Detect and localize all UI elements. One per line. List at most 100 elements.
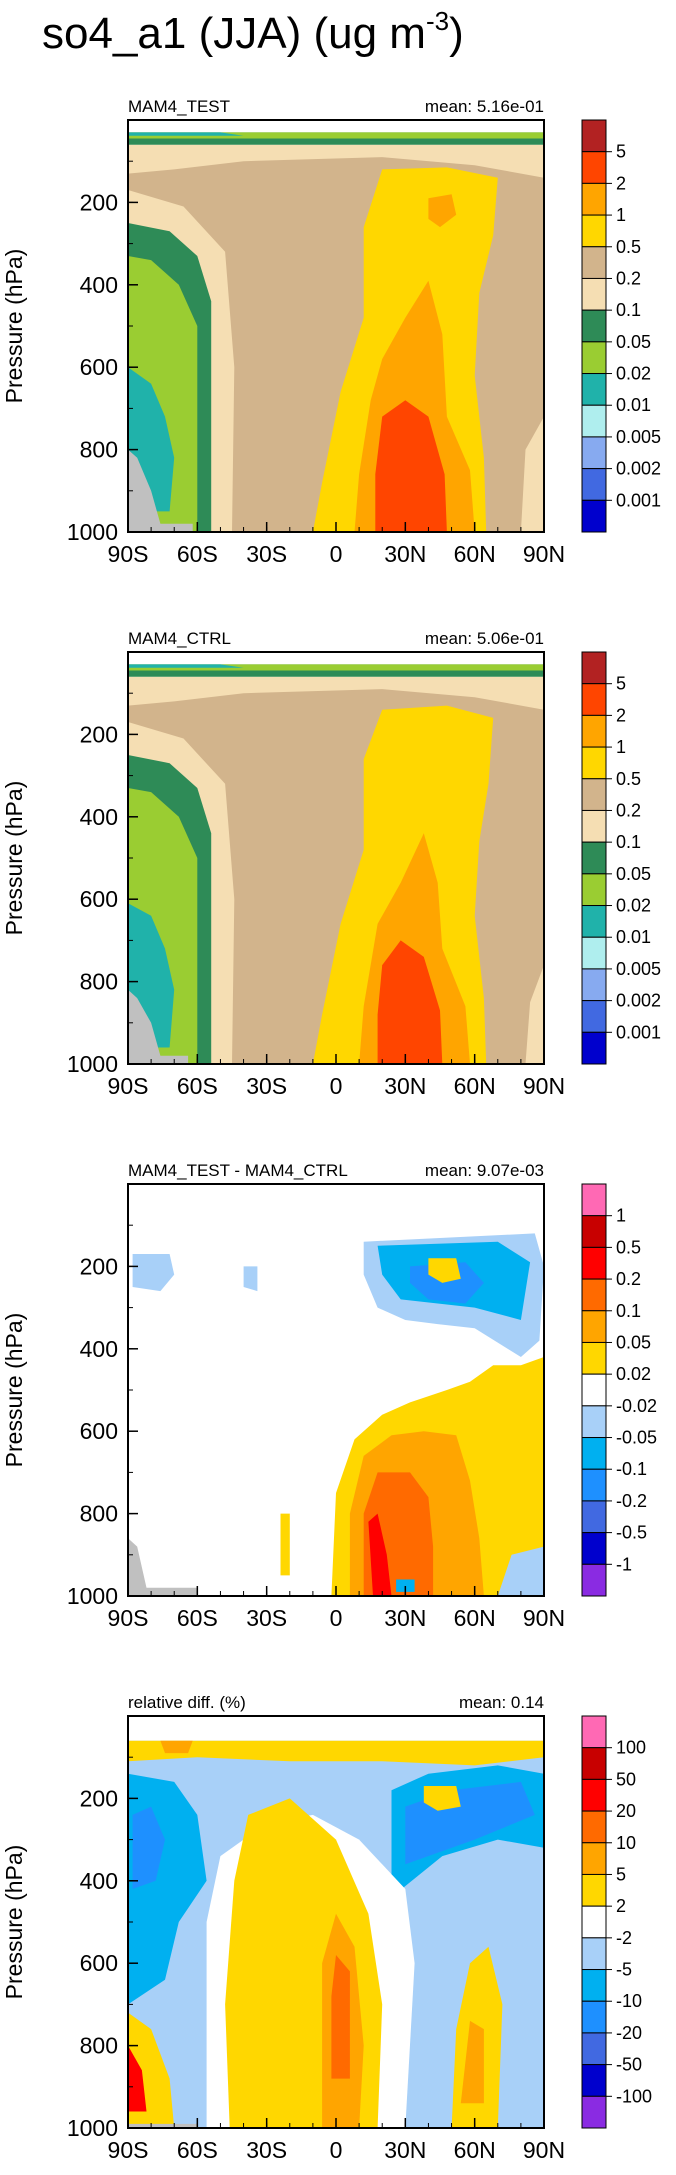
y-axis-label: Pressure (hPa)	[1, 781, 27, 936]
y-tick-label: 800	[80, 2033, 118, 2059]
x-tick-label: 60S	[177, 1605, 218, 1631]
y-tick-label: 1000	[67, 519, 118, 545]
figure-title-exponent: -3	[426, 6, 449, 36]
colorbar-label: 0.001	[616, 1022, 661, 1042]
colorbar-swatch	[581, 246, 607, 279]
y-tick-label: 1000	[67, 1051, 118, 1077]
colorbar-swatch	[581, 1031, 607, 1065]
colorbar-swatch	[581, 1937, 607, 1971]
x-tick-label: 30N	[384, 1605, 426, 1631]
colorbar-label: 2	[616, 1896, 626, 1916]
x-tick-label: 0	[330, 541, 343, 567]
colorbar-swatch	[581, 1468, 607, 1502]
colorbar-label: -0.1	[616, 1459, 647, 1479]
contour-region	[428, 194, 457, 228]
colorbar-swatch	[581, 2032, 607, 2066]
chart-panels: MAM4_TEST mean: 5.16e-011000800600400200P…	[1, 97, 661, 2163]
colorbar-swatch	[581, 841, 607, 875]
contour-fills	[128, 664, 544, 1064]
x-tick-label: 90S	[108, 541, 149, 567]
contour-region	[243, 1266, 258, 1292]
colorbar-swatch	[581, 119, 607, 153]
x-tick-label: 90S	[108, 2137, 149, 2163]
y-tick-label: 600	[80, 354, 118, 380]
x-tick-label: 60N	[454, 1073, 496, 1099]
colorbar-swatch	[581, 1310, 607, 1343]
colorbar-swatch	[581, 1715, 607, 1749]
contour-fills	[128, 1740, 544, 2128]
y-tick-label: 200	[80, 1785, 118, 1811]
contour-fills	[128, 132, 544, 532]
chart-panel-3: MAM4_TEST - MAM4_CTRL mean: 9.07e-03 1000 8…	[1, 1161, 657, 1631]
contour-region	[368, 1513, 392, 1596]
contour-region	[128, 664, 544, 671]
y-tick-label: 200	[80, 721, 118, 747]
colorbar-label: 5	[616, 142, 626, 162]
colorbar-swatch	[581, 1563, 607, 1597]
colorbar-label: 0.1	[616, 1301, 641, 1321]
colorbar-label: 0.05	[616, 864, 651, 884]
contour-region	[128, 1538, 198, 1596]
contour-region	[132, 1806, 165, 1889]
colorbar-label: -20	[616, 2023, 642, 2043]
colorbar-swatch	[581, 1747, 607, 1780]
colorbar-label: -5	[616, 1960, 632, 1980]
colorbar-swatch	[581, 1969, 607, 2002]
colorbar-label: 0.02	[616, 896, 651, 916]
panel-mean: mean: 0.14	[459, 1693, 544, 1712]
contour-region	[375, 400, 447, 532]
colorbar-label: 0.2	[616, 1269, 641, 1289]
x-tick-label: 90N	[523, 1073, 565, 1099]
colorbar-swatch	[581, 1500, 607, 1534]
colorbar-swatch	[581, 1810, 607, 1844]
contour-fills	[128, 1233, 544, 1596]
x-tick-label: 30S	[246, 541, 287, 567]
colorbar-label: 0.005	[616, 427, 661, 447]
contour-region	[428, 1258, 461, 1283]
colorbar-swatch	[581, 1000, 607, 1033]
x-tick-label: 30N	[384, 1073, 426, 1099]
colorbar-label: -0.5	[616, 1523, 647, 1543]
chart-panel-2: MAM4_CTRL mean: 5.06e-01 1000 800 600 400 200 P…	[1, 629, 661, 1099]
y-tick-label: 600	[80, 1418, 118, 1444]
contour-region	[331, 1955, 350, 2079]
colorbar-swatch	[581, 1373, 607, 1407]
colorbar-swatch	[581, 214, 607, 248]
x-tick-label: 60N	[454, 1605, 496, 1631]
colorbar-label: -50	[616, 2055, 642, 2075]
colorbar-swatch	[581, 468, 607, 501]
chart-panel-4: relative diff. (%) mean: 0.14100080060040…	[1, 1693, 652, 2163]
colorbar-label: -2	[616, 1928, 632, 1948]
colorbar-swatch	[581, 683, 607, 716]
colorbar-label: 0.1	[616, 300, 641, 320]
colorbar-swatch	[581, 968, 607, 1002]
panel-mean: mean: 5.16e-01	[425, 97, 544, 116]
colorbar-label: 2	[616, 173, 626, 193]
y-tick-label: 800	[80, 1501, 118, 1527]
colorbar-swatch	[581, 1183, 607, 1217]
y-axis-label: Pressure (hPa)	[1, 1313, 27, 1468]
x-tick-label: 90S	[108, 1605, 149, 1631]
x-tick-label: 60S	[177, 541, 218, 567]
x-tick-label: 90S	[108, 1073, 149, 1099]
colorbar-swatch	[581, 936, 607, 970]
colorbar-swatch	[581, 873, 607, 907]
y-tick-label: 400	[80, 1868, 118, 1894]
x-tick-label: 30S	[246, 2137, 287, 2163]
panel-title: relative diff. (%)	[128, 1693, 246, 1712]
x-tick-label: 60N	[454, 541, 496, 567]
y-axis-label: Pressure (hPa)	[1, 249, 27, 404]
colorbar-label: 0.01	[616, 395, 651, 415]
panel-title: MAM4_TEST	[128, 97, 230, 116]
colorbar-label: 0.2	[616, 800, 641, 820]
y-tick-label: 800	[80, 969, 118, 995]
colorbar-swatch	[581, 1532, 607, 1565]
y-tick-label: 1000	[67, 2115, 118, 2141]
x-tick-label: 0	[330, 1605, 343, 1631]
colorbar-label: 0.02	[616, 1364, 651, 1384]
colorbar-label: 0.2	[616, 268, 641, 288]
colorbar-label: 0.5	[616, 1237, 641, 1257]
x-tick-label: 60S	[177, 2137, 218, 2163]
colorbar-swatch	[581, 2095, 607, 2129]
x-tick-label: 90N	[523, 541, 565, 567]
